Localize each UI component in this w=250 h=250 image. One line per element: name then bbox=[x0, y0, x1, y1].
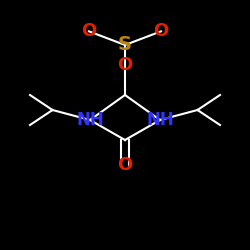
Text: O: O bbox=[118, 56, 132, 74]
Text: O: O bbox=[81, 22, 96, 40]
Text: O: O bbox=[154, 22, 169, 40]
Text: NH: NH bbox=[76, 111, 104, 129]
Text: S: S bbox=[118, 36, 132, 54]
Text: NH: NH bbox=[146, 111, 174, 129]
Text: O: O bbox=[118, 156, 132, 174]
